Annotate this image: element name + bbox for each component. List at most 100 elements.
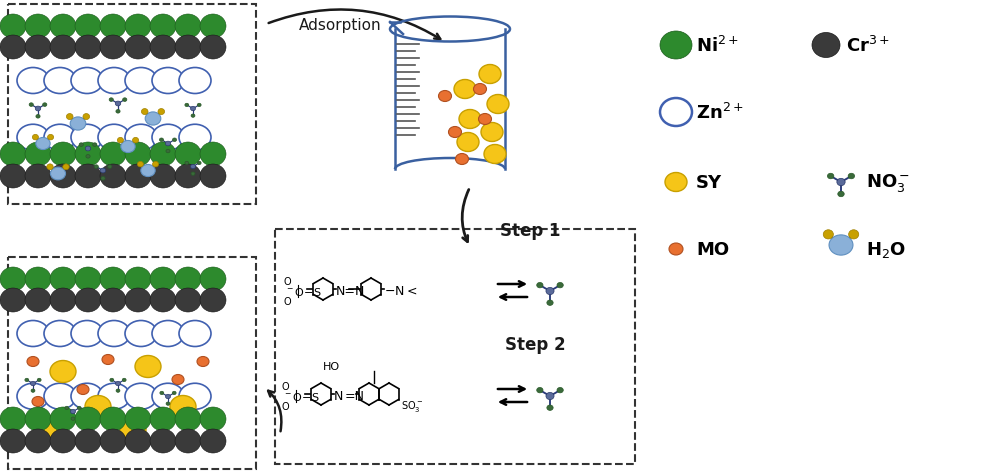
- Ellipse shape: [25, 143, 51, 167]
- Ellipse shape: [153, 162, 159, 168]
- Ellipse shape: [150, 143, 176, 167]
- Ellipse shape: [71, 321, 103, 347]
- Ellipse shape: [86, 147, 91, 151]
- Ellipse shape: [44, 321, 76, 347]
- Ellipse shape: [200, 15, 226, 39]
- Ellipse shape: [823, 230, 833, 239]
- Text: $-$N$<$: $-$N$<$: [384, 285, 417, 298]
- Ellipse shape: [456, 154, 468, 165]
- Ellipse shape: [25, 15, 51, 39]
- Text: HO: HO: [322, 361, 339, 371]
- Ellipse shape: [557, 387, 563, 393]
- Text: O: O: [281, 381, 289, 391]
- Ellipse shape: [101, 177, 106, 181]
- Ellipse shape: [66, 114, 73, 120]
- Ellipse shape: [125, 125, 157, 151]
- Ellipse shape: [17, 321, 49, 347]
- Ellipse shape: [25, 378, 29, 382]
- Text: H$_2$O: H$_2$O: [866, 239, 906, 259]
- Ellipse shape: [85, 396, 111, 417]
- Ellipse shape: [25, 407, 51, 431]
- Ellipse shape: [116, 389, 120, 393]
- Ellipse shape: [172, 375, 184, 385]
- Ellipse shape: [200, 288, 226, 312]
- Ellipse shape: [121, 141, 135, 153]
- Ellipse shape: [669, 244, 683, 256]
- Ellipse shape: [46, 165, 53, 170]
- Ellipse shape: [70, 118, 86, 131]
- Ellipse shape: [37, 378, 41, 382]
- Ellipse shape: [197, 162, 201, 165]
- Ellipse shape: [35, 107, 40, 112]
- Ellipse shape: [152, 69, 184, 94]
- Bar: [8, 5, 256, 205]
- Ellipse shape: [75, 143, 101, 167]
- Ellipse shape: [30, 104, 34, 107]
- Ellipse shape: [0, 15, 26, 39]
- Ellipse shape: [175, 268, 201, 291]
- Ellipse shape: [536, 387, 543, 393]
- Ellipse shape: [150, 288, 176, 312]
- Ellipse shape: [75, 429, 101, 453]
- Ellipse shape: [115, 381, 120, 386]
- Ellipse shape: [17, 69, 49, 94]
- Ellipse shape: [454, 80, 476, 99]
- Ellipse shape: [166, 142, 171, 147]
- Ellipse shape: [125, 165, 151, 188]
- Ellipse shape: [122, 378, 126, 382]
- Text: Ni$^{2+}$: Ni$^{2+}$: [696, 36, 740, 56]
- Ellipse shape: [179, 125, 211, 151]
- Ellipse shape: [71, 384, 103, 409]
- Ellipse shape: [837, 179, 845, 186]
- Ellipse shape: [665, 173, 687, 192]
- Ellipse shape: [0, 288, 26, 312]
- Ellipse shape: [200, 143, 226, 167]
- Ellipse shape: [100, 407, 126, 431]
- Ellipse shape: [152, 125, 184, 151]
- Text: Zn$^{2+}$: Zn$^{2+}$: [696, 103, 743, 123]
- Ellipse shape: [65, 407, 69, 410]
- Ellipse shape: [79, 143, 84, 147]
- Text: O: O: [283, 297, 291, 307]
- Ellipse shape: [175, 407, 201, 431]
- Ellipse shape: [487, 95, 509, 114]
- Ellipse shape: [50, 407, 76, 431]
- Ellipse shape: [125, 36, 151, 60]
- Ellipse shape: [439, 91, 452, 102]
- Ellipse shape: [0, 429, 26, 453]
- Ellipse shape: [50, 165, 76, 188]
- Ellipse shape: [827, 174, 834, 179]
- Ellipse shape: [0, 268, 26, 291]
- Ellipse shape: [160, 139, 164, 142]
- Ellipse shape: [125, 288, 151, 312]
- Ellipse shape: [83, 114, 90, 120]
- Ellipse shape: [848, 174, 855, 179]
- Ellipse shape: [35, 138, 50, 150]
- Ellipse shape: [173, 391, 176, 395]
- Ellipse shape: [25, 288, 51, 312]
- Ellipse shape: [77, 385, 89, 395]
- Ellipse shape: [0, 36, 26, 60]
- Ellipse shape: [449, 127, 461, 138]
- Ellipse shape: [190, 165, 195, 169]
- Ellipse shape: [812, 33, 840, 59]
- Ellipse shape: [25, 268, 51, 291]
- Text: Step 1: Step 1: [500, 221, 560, 239]
- Ellipse shape: [120, 418, 146, 441]
- Text: N=N: N=N: [336, 285, 366, 298]
- Ellipse shape: [32, 397, 44, 407]
- Ellipse shape: [44, 384, 76, 409]
- Ellipse shape: [100, 36, 126, 60]
- Ellipse shape: [17, 125, 49, 151]
- Ellipse shape: [478, 114, 491, 125]
- Ellipse shape: [100, 15, 126, 39]
- Ellipse shape: [141, 109, 148, 115]
- Ellipse shape: [175, 15, 201, 39]
- Text: Step 2: Step 2: [505, 335, 565, 353]
- Ellipse shape: [25, 429, 51, 453]
- Ellipse shape: [157, 418, 169, 428]
- Ellipse shape: [31, 381, 35, 386]
- Text: SO$_3^-$: SO$_3^-$: [401, 399, 423, 414]
- Ellipse shape: [197, 357, 209, 367]
- Ellipse shape: [190, 107, 195, 111]
